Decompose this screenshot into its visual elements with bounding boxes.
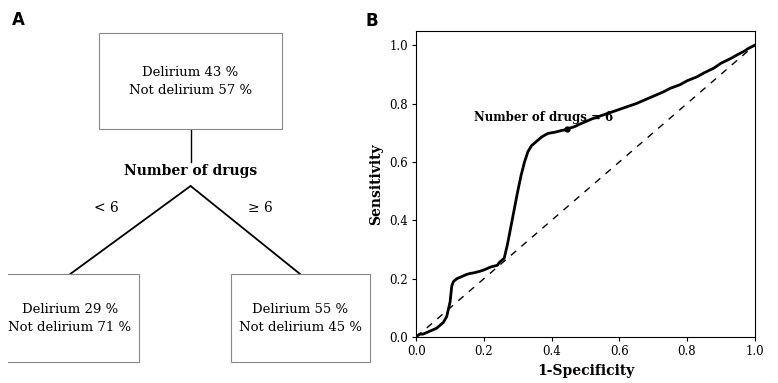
Text: Delirium 43 %
Not delirium 57 %: Delirium 43 % Not delirium 57 %	[129, 66, 252, 97]
X-axis label: 1-Specificity: 1-Specificity	[537, 364, 634, 378]
Text: Delirium 55 %
Not delirium 45 %: Delirium 55 % Not delirium 45 %	[239, 303, 362, 334]
Bar	[231, 274, 370, 362]
Text: < 6: < 6	[94, 201, 119, 215]
Bar	[100, 33, 282, 129]
Text: Delirium 29 %
Not delirium 71 %: Delirium 29 % Not delirium 71 %	[9, 303, 131, 334]
Text: ≥ 6: ≥ 6	[247, 201, 272, 215]
Text: Number of drugs = 6: Number of drugs = 6	[474, 111, 613, 124]
Text: A: A	[12, 11, 24, 29]
Text: B: B	[366, 12, 378, 30]
Bar	[1, 274, 139, 362]
Y-axis label: Sensitivity: Sensitivity	[370, 143, 384, 225]
Text: Number of drugs: Number of drugs	[124, 164, 258, 178]
